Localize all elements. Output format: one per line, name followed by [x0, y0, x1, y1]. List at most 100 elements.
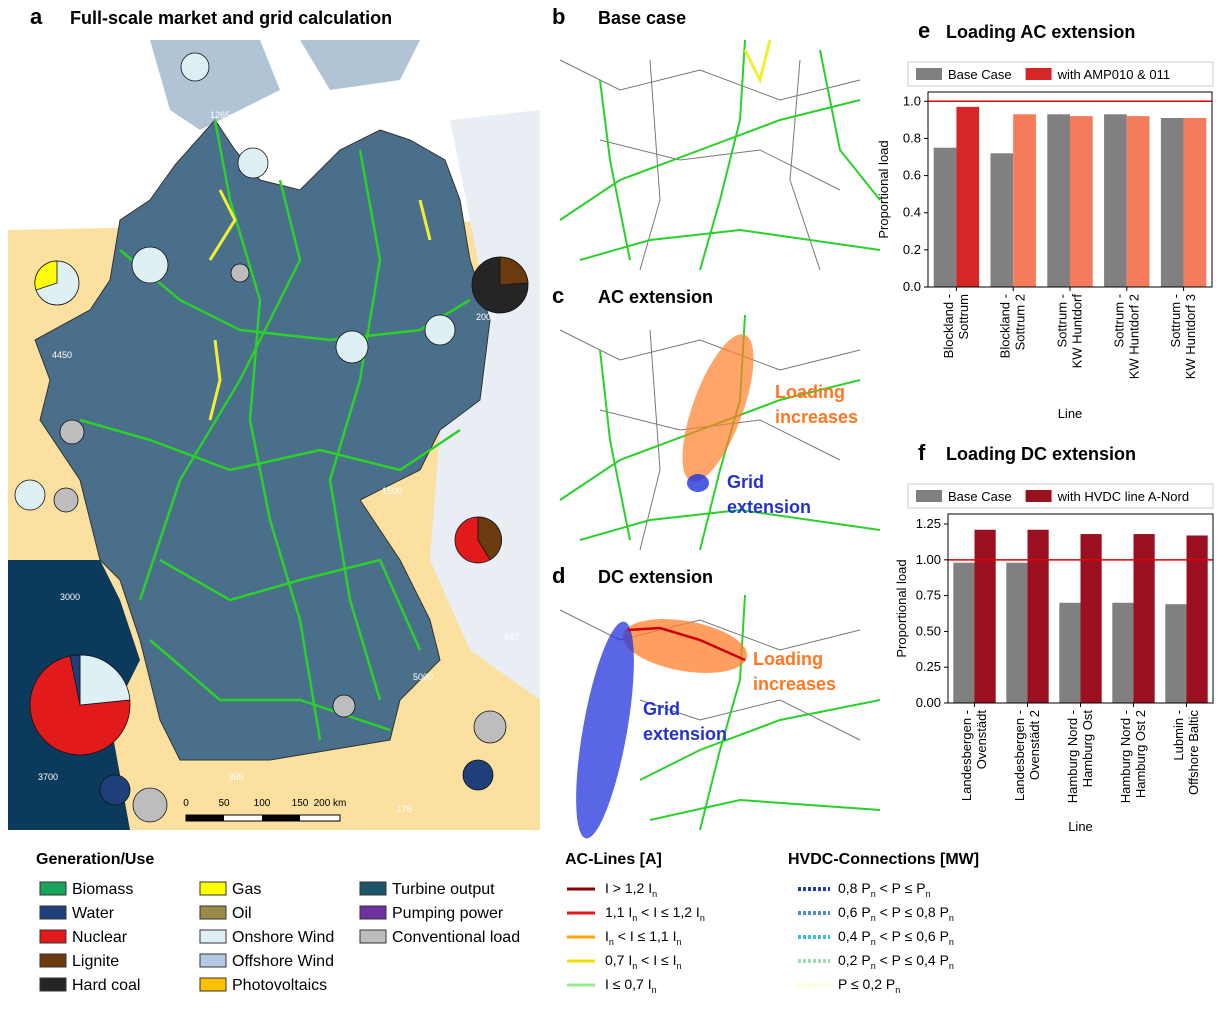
- legend-label: Lignite: [72, 953, 119, 970]
- flow-label: 1500: [382, 486, 402, 496]
- legend-label: 0,4 Pn < P ≤ 0,6 Pn: [838, 928, 954, 947]
- annotation: Loading: [775, 382, 845, 402]
- subscript: n: [609, 937, 614, 947]
- flow-label: 2000: [476, 312, 496, 322]
- x-tick-label: Hamburg Ost: [1080, 710, 1095, 788]
- panel-title: Base case: [598, 8, 686, 28]
- x-tick-label: Offshore Baltic: [1186, 710, 1201, 796]
- y-tick-label: 0.25: [916, 659, 941, 674]
- legend-swatch: [199, 929, 227, 944]
- legend-label: with AMP010 & 011: [1057, 67, 1171, 82]
- legend-label: Nuclear: [72, 929, 128, 946]
- annotation: Grid: [643, 699, 680, 719]
- y-tick-label: 0.50: [916, 623, 941, 638]
- subscript: n: [652, 985, 657, 995]
- label-part: I ≤ 0,7 I: [605, 976, 652, 992]
- flow-label: 687: [504, 632, 519, 642]
- annotation: increases: [753, 674, 836, 694]
- legend-swatch: [1025, 68, 1052, 80]
- legend-label: P ≤ 0,2 Pn: [838, 976, 900, 995]
- label-part: < I ≤ 1,1 I: [614, 928, 677, 944]
- legend-swatch: [199, 881, 227, 896]
- y-tick-label: 1.00: [916, 552, 941, 567]
- panel-letter: f: [918, 440, 926, 465]
- legend-label: 0,2 Pn < P ≤ 0,4 Pn: [838, 952, 954, 971]
- x-tick-label: Ovenstädt 2: [1027, 710, 1042, 780]
- legend-swatch: [39, 905, 67, 920]
- bar: [1027, 529, 1049, 703]
- legend-label: Offshore Wind: [232, 953, 334, 970]
- x-tick-label: KW Huntdorf 3: [1183, 294, 1198, 379]
- label-part: 0,6 P: [838, 904, 871, 920]
- legend-label: Water: [72, 905, 115, 922]
- panel-letter: e: [918, 18, 930, 43]
- bar: [1006, 562, 1028, 703]
- x-axis-label: Line: [1068, 819, 1093, 834]
- map-c: [559, 314, 881, 551]
- loaded-lines: [208, 189, 432, 421]
- legend-label: I ≤ 0,7 In: [605, 976, 657, 995]
- subscript: n: [676, 937, 681, 947]
- scale-label: 150: [292, 798, 309, 809]
- bar: [933, 147, 957, 287]
- legend-box: [907, 61, 1214, 87]
- sweden: [300, 40, 420, 90]
- legend-swatch: [916, 490, 942, 502]
- legend-swatch: [199, 977, 227, 992]
- bar: [1013, 114, 1036, 288]
- legend-swatch: [1025, 490, 1052, 502]
- scale-label: 50: [218, 798, 230, 809]
- x-tick-label: Hamburg Nord -: [1065, 710, 1080, 803]
- legend-label: 0,6 Pn < P ≤ 0,8 Pn: [838, 904, 954, 923]
- x-axis-label: Line: [1058, 406, 1083, 421]
- legend-swatch: [359, 929, 387, 944]
- bar: [1133, 534, 1155, 703]
- legend-label: 1,1 In < I ≤ 1,2 In: [605, 904, 705, 923]
- bar: [1070, 116, 1093, 288]
- x-tick-label: Sottrum: [956, 294, 971, 340]
- x-tick-label: KW Huntdorf: [1070, 294, 1085, 369]
- label-part: < I ≤ 1,2 I: [637, 904, 700, 920]
- x-tick-label: Blockland -: [941, 294, 956, 358]
- label-part: < P ≤ 0,4 P: [876, 952, 949, 968]
- legend-title: Generation/Use: [36, 851, 154, 868]
- map-d: [559, 594, 881, 839]
- legend-swatch: [359, 905, 387, 920]
- subscript: n: [871, 961, 876, 971]
- label-part: 1,1 I: [605, 904, 632, 920]
- subscript: n: [949, 961, 954, 971]
- label-part: < I ≤ I: [637, 952, 676, 968]
- y-tick-label: 0.0: [903, 279, 921, 294]
- panel-title: Full-scale market and grid calculation: [70, 8, 392, 28]
- subscript: n: [949, 913, 954, 923]
- legend-swatch: [39, 881, 67, 896]
- label-part: < P ≤ P: [876, 880, 926, 896]
- y-tick-label: 0.8: [903, 130, 921, 145]
- scale-label: 0: [183, 798, 189, 809]
- y-tick-label: 1.25: [916, 516, 941, 531]
- label-part: 0,7 I: [605, 952, 632, 968]
- legend-swatch: [199, 953, 227, 968]
- subscript: n: [871, 937, 876, 947]
- y-tick-label: 0.2: [903, 242, 921, 257]
- label-part: 0,4 P: [838, 928, 871, 944]
- bar: [1104, 114, 1127, 288]
- y-tick-label: 0.6: [903, 168, 921, 183]
- pies: [14, 52, 529, 823]
- x-tick-label: Hamburg Ost 2: [1133, 710, 1148, 798]
- annotation: Loading: [753, 649, 823, 669]
- x-tick-label: Sottrum -: [1055, 294, 1070, 347]
- legend-label: Turbine output: [392, 881, 495, 898]
- panel-title: DC extension: [598, 567, 713, 587]
- scale-bar: [185, 814, 341, 822]
- subscript: n: [676, 961, 681, 971]
- legend-label: In < I ≤ 1,1 In: [605, 928, 681, 947]
- bar: [1165, 604, 1187, 703]
- bar: [1047, 114, 1070, 288]
- flow-label: 3000: [60, 592, 80, 602]
- scale-label: 100: [254, 798, 271, 809]
- bar: [1183, 118, 1207, 287]
- x-tick-label: Sottrum -: [1111, 294, 1126, 347]
- x-tick-label: Lubmin -: [1171, 710, 1186, 761]
- legend-label: Photovoltaics: [232, 977, 327, 994]
